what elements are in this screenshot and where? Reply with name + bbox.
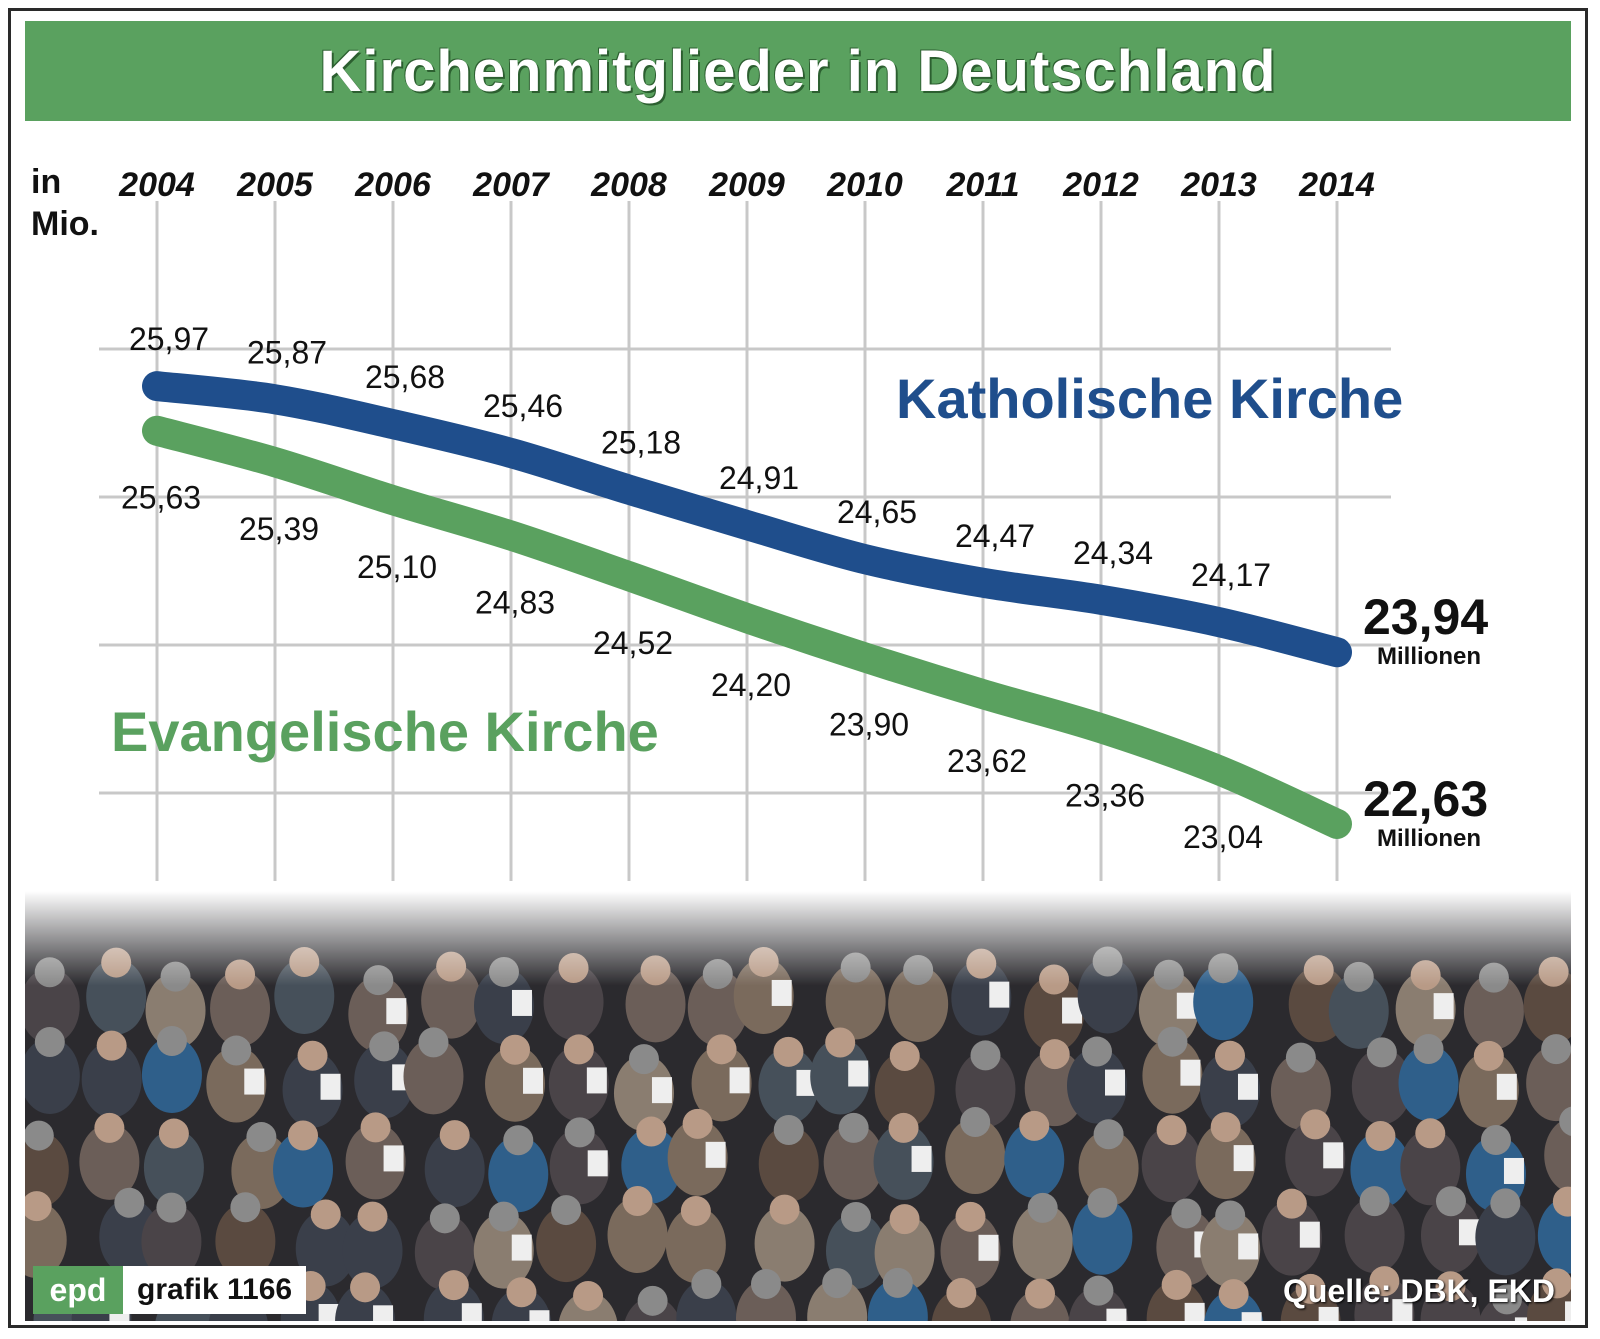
data-label-evangelisch-2008: 24,52	[593, 625, 673, 661]
end-unit-evangelisch: Millionen	[1377, 825, 1481, 852]
infographic-frame: Kirchenmitglieder in Deutschland in Mio.…	[8, 8, 1588, 1328]
data-label-evangelisch-2012: 23,36	[1065, 777, 1145, 813]
source-note: Quelle: DBK, EKD	[1282, 1273, 1555, 1309]
data-label-evangelisch-2011: 23,62	[947, 743, 1027, 779]
line-chart: 2004 2005 2006 2007 2008 2009 2010 2011 2012 2013…	[99, 166, 1488, 881]
x-tick-label-2006: 2006	[354, 166, 432, 204]
series-name-katholisch: Katholische Kirche	[896, 367, 1403, 430]
congregation-photo	[25, 891, 1571, 1321]
x-tick-label-2013: 2013	[1180, 166, 1257, 204]
end-unit-katholisch: Millionen	[1377, 643, 1481, 670]
x-tick-label-2011: 2011	[945, 166, 1019, 204]
data-label-evangelisch-2007: 24,83	[475, 585, 555, 621]
series-line-evangelisch	[142, 415, 1352, 839]
title-bar: Kirchenmitglieder in Deutschland	[25, 21, 1571, 121]
x-tick-label-2008: 2008	[590, 166, 667, 204]
x-tick-label-2010: 2010	[826, 166, 903, 204]
data-label-katholisch-2006: 25,68	[365, 359, 445, 395]
data-label-katholisch-2005: 25,87	[247, 334, 327, 370]
epd-logo: epd	[33, 1266, 123, 1314]
data-label-katholisch-2008: 25,18	[601, 425, 681, 461]
chart-title: Kirchenmitglieder in Deutschland	[319, 38, 1277, 104]
x-tick-label-2007: 2007	[472, 166, 551, 204]
x-tick-label-2014: 2014	[1298, 166, 1375, 204]
data-label-katholisch-2004: 25,97	[129, 321, 209, 357]
series-name-evangelisch: Evangelische Kirche	[111, 700, 659, 763]
graphic-number: grafik 1166	[123, 1266, 307, 1314]
series-line-katholisch	[142, 371, 1352, 668]
data-label-katholisch-2014: 23,94	[1363, 589, 1488, 645]
data-label-evangelisch-2009: 24,20	[711, 667, 791, 703]
data-label-katholisch-2011: 24,47	[955, 518, 1035, 554]
publisher-logo: epd grafik 1166	[33, 1266, 307, 1314]
unit-label: in Mio.	[31, 161, 99, 245]
unit-label-line2: Mio.	[31, 205, 99, 243]
data-label-katholisch-2012: 24,34	[1073, 535, 1153, 571]
data-label-katholisch-2013: 24,17	[1191, 557, 1271, 593]
data-label-evangelisch-2005: 25,39	[239, 511, 319, 547]
data-label-katholisch-2007: 25,46	[483, 388, 563, 424]
data-label-katholisch-2009: 24,91	[719, 460, 799, 496]
data-label-evangelisch-2006: 25,10	[357, 549, 437, 585]
x-tick-label-2004: 2004	[118, 166, 195, 204]
x-tick-label-2005: 2005	[236, 166, 314, 204]
x-tick-label-2009: 2009	[708, 166, 785, 204]
data-label-evangelisch-2004: 25,63	[121, 480, 201, 516]
x-tick-label-2012: 2012	[1062, 166, 1139, 204]
data-label-evangelisch-2010: 23,90	[829, 706, 909, 742]
unit-label-line1: in	[31, 163, 62, 201]
data-label-katholisch-2010: 24,65	[837, 494, 917, 530]
data-label-evangelisch-2013: 23,04	[1183, 819, 1263, 855]
data-label-evangelisch-2014: 22,63	[1363, 771, 1488, 827]
